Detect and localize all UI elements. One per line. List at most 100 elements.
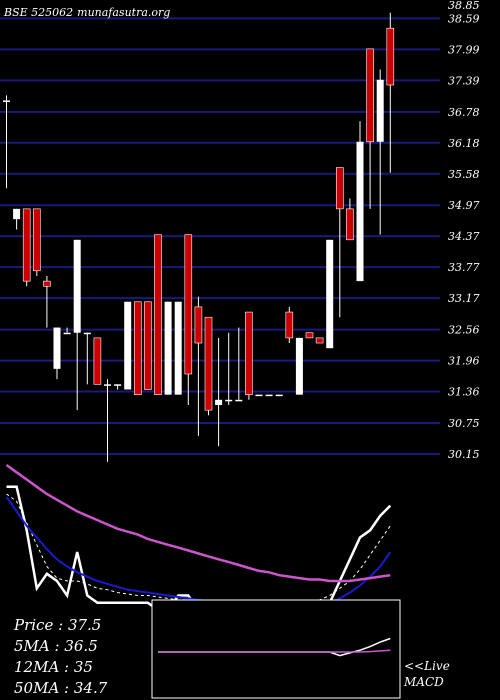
y-tick-label-3: 37.39: [448, 74, 480, 87]
y-tick-label-1: 38.59: [448, 12, 480, 25]
candle-body-29: [295, 337, 303, 395]
candle-16: [164, 301, 172, 395]
candle-32: [326, 239, 334, 349]
macd-frame: [151, 599, 401, 699]
candle-21: [215, 337, 223, 447]
candle-body-26: [265, 394, 273, 397]
y-tick-label-4: 36.78: [448, 106, 480, 119]
y-tick-label-5: 36.18: [448, 137, 480, 150]
candle-body-0: [3, 100, 10, 102]
candle-34: [346, 198, 354, 241]
y-tick-label-15: 30.15: [448, 448, 480, 461]
candle-body-7: [73, 239, 81, 333]
candle-body-10: [104, 384, 111, 386]
candle-body-21: [215, 399, 223, 405]
candle-3: [32, 208, 41, 276]
y-tick-label-8: 34.37: [448, 230, 480, 243]
candle-36: [366, 48, 374, 209]
candle-body-3: [32, 208, 41, 272]
candle-11: [114, 384, 122, 390]
candle-19: [194, 296, 203, 436]
price-gridlines: [0, 17, 440, 455]
candle-body-32: [326, 239, 334, 349]
candle-17: [174, 301, 182, 395]
candle-body-30: [305, 332, 314, 339]
candle-30: [305, 332, 314, 339]
candle-body-5: [53, 327, 61, 369]
candle-18: [184, 234, 193, 405]
summary-5ma: 5MA : 36.5: [14, 637, 98, 655]
candle-38: [386, 12, 395, 173]
candle-body-37: [376, 79, 384, 142]
candle-2: [22, 208, 31, 287]
candle-12: [124, 301, 132, 390]
candle-body-20: [204, 316, 213, 411]
summary-50ma: 50MA : 34.7: [14, 679, 108, 697]
candle-body-34: [346, 208, 354, 241]
candle-body-9: [93, 337, 102, 385]
indicator-line-signal: [6, 493, 391, 609]
candle-body-18: [184, 234, 193, 375]
candle-27: [275, 394, 283, 397]
candle-body-28: [285, 311, 294, 339]
candle-body-22: [225, 399, 233, 402]
candle-body-1: [13, 208, 21, 220]
candle-31: [315, 337, 324, 344]
candle-body-19: [194, 306, 203, 344]
candle-5: [53, 327, 61, 380]
candle-body-35: [356, 141, 364, 282]
candle-body-23: [235, 399, 243, 402]
candle-10: [104, 379, 111, 462]
candle-33: [335, 167, 344, 318]
candle-25: [255, 394, 263, 397]
site-label: munafasutra.org: [77, 6, 170, 19]
candle-body-27: [275, 394, 283, 397]
summary-12ma: 12MA : 35: [14, 658, 93, 676]
candle-20: [204, 316, 213, 416]
candle-body-16: [164, 301, 172, 395]
candle-8: [83, 332, 91, 385]
candle-body-12: [124, 301, 132, 390]
y-tick-label-10: 33.17: [448, 292, 480, 305]
chart-header: BSE 525062 munafasutra.org: [3, 6, 170, 19]
candle-body-25: [255, 394, 263, 397]
candle-body-24: [245, 311, 253, 395]
macd-panel: [151, 599, 401, 699]
y-tick-label-11: 32.56: [448, 324, 480, 337]
candle-37: [376, 69, 384, 235]
macd-label: MACD: [403, 675, 444, 689]
y-tick-label-9: 33.77: [448, 261, 480, 274]
candle-body-13: [134, 301, 142, 395]
candle-body-2: [22, 208, 31, 282]
macd-live-label: <<Live: [404, 659, 450, 673]
candle-body-14: [144, 301, 152, 390]
candle-14: [144, 301, 152, 390]
y-tick-label-14: 30.75: [448, 417, 480, 430]
summary-box: Price : 37.5 5MA : 36.5 12MA : 35 50MA :…: [13, 616, 108, 697]
summary-price: Price : 37.5: [13, 616, 101, 634]
y-tick-label-12: 31.96: [448, 355, 480, 368]
candle-body-15: [154, 234, 162, 395]
candle-body-6: [63, 332, 71, 335]
candle-6: [63, 327, 71, 335]
y-tick-label-13: 31.36: [448, 386, 480, 399]
candle-1: [13, 208, 21, 230]
macd-line-signal: [158, 649, 391, 653]
candle-body-11: [114, 384, 122, 386]
candle-23: [235, 327, 243, 402]
candle-29: [295, 337, 303, 395]
moving-average-panel: [5, 463, 392, 612]
candle-13: [134, 301, 142, 395]
candle-26: [265, 394, 273, 397]
candle-body-38: [386, 27, 395, 86]
candle-7: [73, 239, 81, 411]
candle-28: [285, 306, 294, 344]
candlesticks: [3, 12, 395, 462]
y-tick-label-7: 34.97: [448, 199, 480, 212]
candle-22: [225, 332, 233, 405]
y-tick-label-2: 37.99: [448, 43, 480, 56]
candle-body-17: [174, 301, 182, 395]
candle-15: [154, 234, 162, 395]
candle-24: [245, 311, 253, 400]
